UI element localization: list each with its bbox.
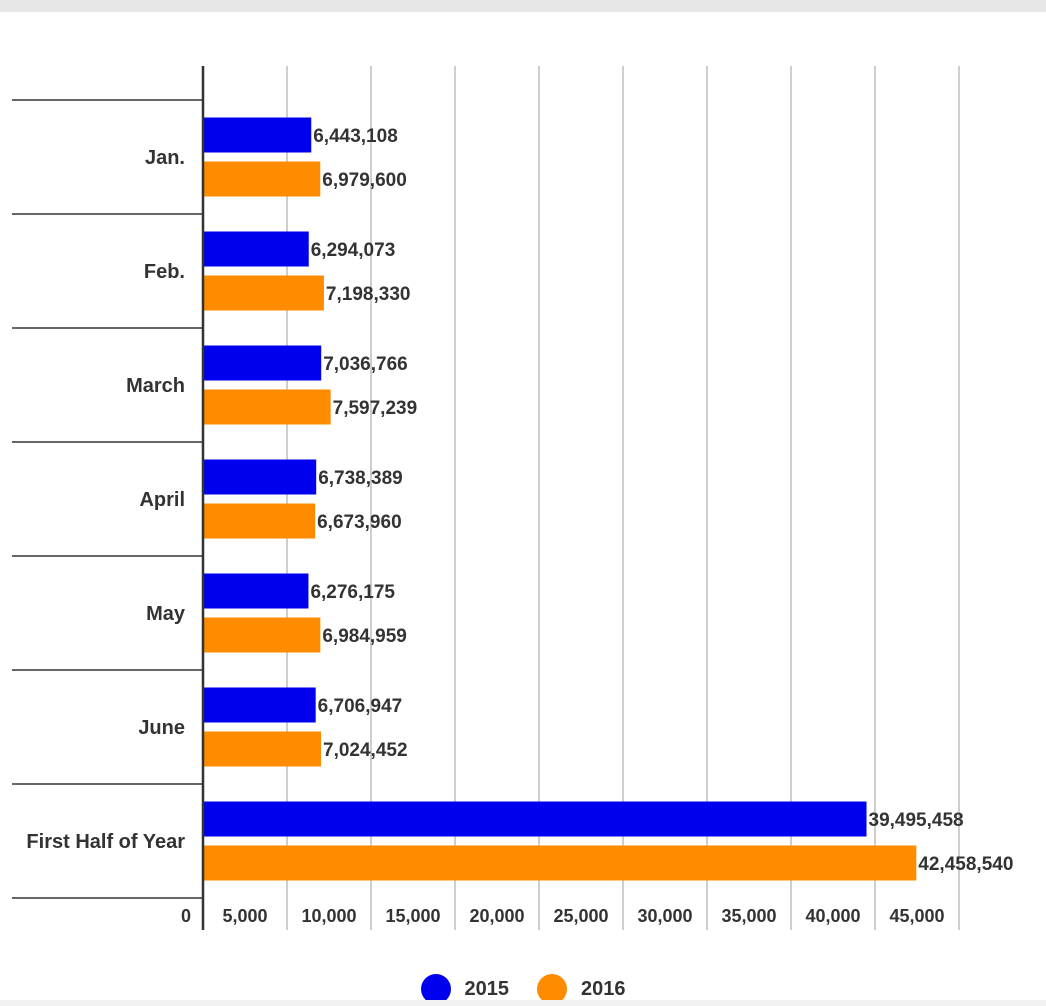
x-tick-label: 25,000: [553, 906, 608, 926]
gridlines: [286, 66, 960, 930]
bar-2016[interactable]: [203, 275, 324, 311]
bar-chart: 6,443,108 6,979,600 6,294,073 7,198,330 7,03…: [12, 66, 1013, 930]
data-label: 6,738,389: [318, 468, 403, 489]
category-label: Feb.: [144, 261, 185, 283]
x-tick-label: 20,000: [469, 906, 524, 926]
bottom-divider-strip: [0, 1000, 1046, 1006]
bar-2016[interactable]: [203, 389, 331, 425]
x-tick-label: 5,000: [222, 906, 267, 926]
data-label: 7,024,452: [323, 740, 408, 761]
legend-swatch-2015: [420, 974, 451, 1004]
data-label: 6,276,175: [310, 582, 395, 603]
bar-2016[interactable]: [203, 731, 322, 767]
x-tick-label: 0: [181, 906, 191, 926]
category-labels: Jan. Feb. March April May June First Half of Y…: [26, 147, 185, 853]
bar-2015[interactable]: [203, 231, 309, 267]
x-tick-label: 15,000: [385, 906, 440, 926]
legend-label-2016: 2016: [581, 977, 626, 1000]
data-label: 6,294,073: [311, 240, 396, 261]
legend-swatch-2016: [537, 974, 567, 1004]
bar-2016[interactable]: [203, 503, 316, 539]
data-label: 6,706,947: [318, 696, 403, 717]
bar-2016[interactable]: [203, 845, 917, 881]
category-separators: [12, 99, 203, 899]
x-tick-label: 35,000: [721, 906, 776, 926]
top-divider-strip: [0, 0, 1046, 12]
bar-2015[interactable]: [203, 459, 317, 495]
bar-2015[interactable]: [203, 801, 867, 837]
data-labels: 6,443,108 6,979,600 6,294,073 7,198,330 7,03…: [310, 126, 1013, 875]
data-label: 42,458,540: [918, 854, 1013, 875]
category-label: May: [146, 603, 186, 625]
bar-2016[interactable]: [203, 617, 321, 653]
x-tick-label: 40,000: [805, 906, 860, 926]
bar-2015[interactable]: [203, 687, 316, 723]
category-label: Jan.: [145, 147, 185, 169]
bar-2015[interactable]: [203, 345, 322, 381]
category-label: March: [126, 375, 185, 397]
legend-item-2015[interactable]: 2015: [420, 974, 510, 1004]
x-tick-label: 30,000: [637, 906, 692, 926]
legend-label-2015: 2015: [464, 977, 510, 1000]
data-label: 39,495,458: [869, 810, 964, 831]
data-label: 6,443,108: [313, 126, 398, 147]
bar-2015[interactable]: [203, 573, 309, 609]
bar-2016[interactable]: [203, 161, 321, 197]
legend: 2015 2016: [0, 972, 1046, 1006]
legend-item-2016[interactable]: 2016: [537, 974, 626, 1004]
x-tick-label: 45,000: [889, 906, 944, 926]
data-label: 7,036,766: [323, 354, 408, 375]
data-label: 6,984,959: [322, 626, 407, 647]
bar-2015[interactable]: [203, 117, 312, 153]
data-label: 7,597,239: [333, 398, 418, 419]
x-tick-labels: 0 5,000 10,000 15,000 20,000 25,000 30,000 35,0…: [181, 906, 945, 926]
data-label: 6,979,600: [322, 170, 407, 191]
category-label: First Half of Year: [26, 831, 185, 853]
category-label: June: [138, 717, 185, 739]
data-label: 7,198,330: [326, 284, 411, 305]
bars: [203, 117, 917, 881]
category-label: April: [139, 489, 185, 511]
x-tick-label: 10,000: [301, 906, 356, 926]
data-label: 6,673,960: [317, 512, 402, 533]
